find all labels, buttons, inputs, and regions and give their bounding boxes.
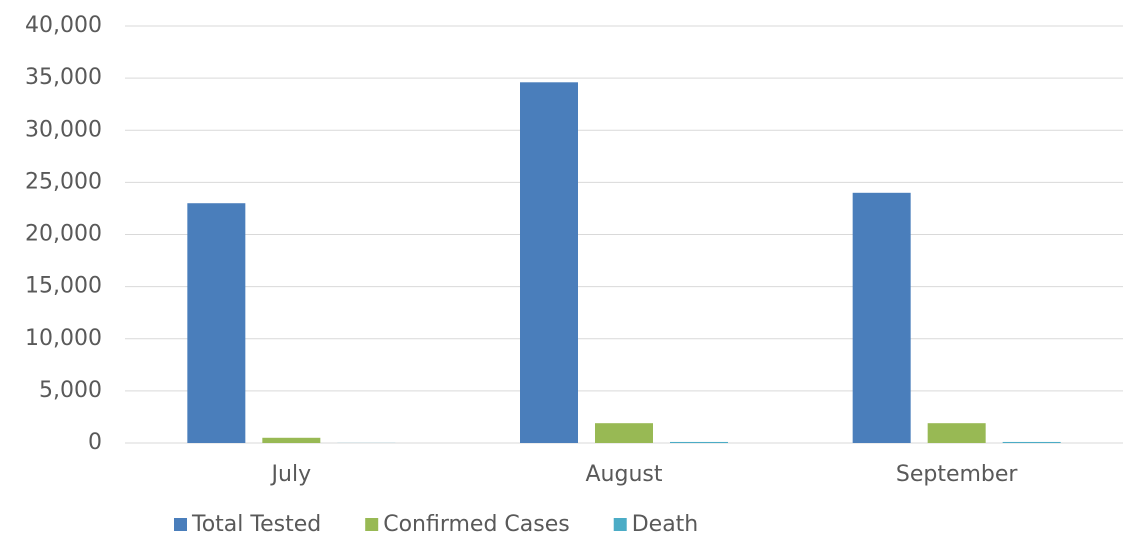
bar <box>928 423 986 443</box>
bar <box>670 442 728 443</box>
y-tick-label: 20,000 <box>25 222 102 247</box>
legend-swatch <box>614 518 627 531</box>
y-tick-label: 5,000 <box>39 378 102 403</box>
y-tick-label: 10,000 <box>25 326 102 351</box>
x-tick-label: July <box>270 462 312 487</box>
bar <box>520 82 578 443</box>
bar <box>1003 442 1061 443</box>
y-tick-label: 35,000 <box>25 65 102 90</box>
legend-swatch <box>174 518 187 531</box>
y-tick-label: 15,000 <box>25 274 102 299</box>
y-tick-label: 40,000 <box>25 13 102 38</box>
legend-label: Total Tested <box>191 512 321 535</box>
bar <box>187 203 245 443</box>
legend-label: Death <box>632 512 699 535</box>
y-tick-label: 25,000 <box>25 169 102 194</box>
bar <box>595 423 653 443</box>
x-tick-label: September <box>896 462 1019 487</box>
bar <box>853 193 911 443</box>
y-tick-label: 30,000 <box>25 117 102 142</box>
legend-label: Confirmed Cases <box>383 512 570 535</box>
x-tick-label: August <box>586 462 663 487</box>
legend-swatch <box>365 518 378 531</box>
y-tick-label: 0 <box>88 430 102 455</box>
bar <box>262 438 320 443</box>
